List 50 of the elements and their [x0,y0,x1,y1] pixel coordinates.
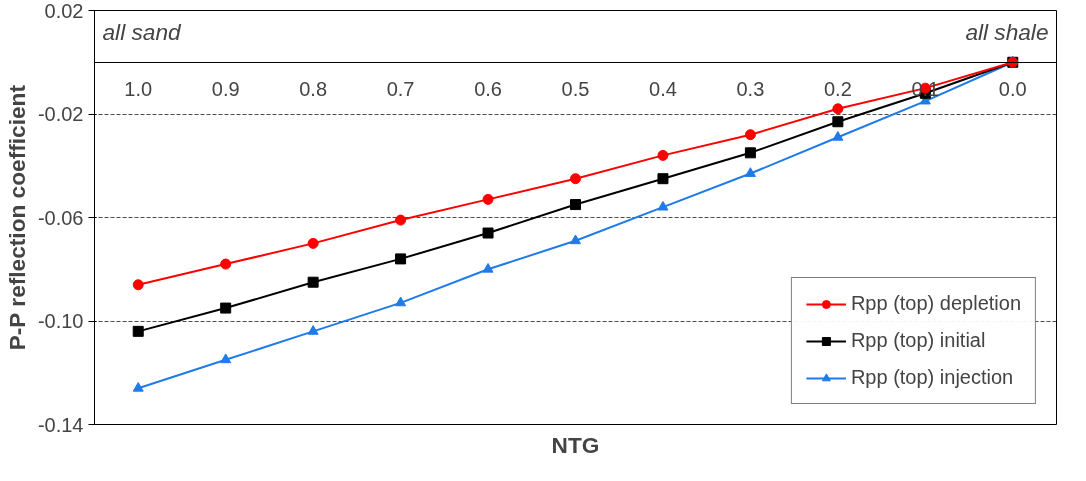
x-tick-label: 0.0 [998,78,1027,101]
y-tick-label: 0.02 [44,0,84,22]
point [395,296,407,307]
annotation: all sand [102,18,182,45]
point [832,131,844,141]
point [744,167,756,177]
point [744,129,756,141]
y-axis-title: P-P reflection coefficient [3,84,30,351]
point [482,227,494,239]
y-tick-label: -0.10 [37,310,84,332]
x-axis-title: NTG [551,431,600,458]
x-tick-label: 1.0 [124,78,153,101]
x-tick-label: 0.5 [561,78,590,101]
x-tick-label: 0.4 [649,78,677,101]
legend-label: Rpp (top) injection [850,366,1014,389]
point [482,262,494,273]
x-tick-label: 0.2 [823,78,852,101]
y-tick-label: -0.14 [37,413,84,436]
point [307,276,319,288]
legend-label: Rpp (top) depletion [850,292,1021,315]
point [220,302,232,314]
point [395,214,407,226]
point [307,325,319,335]
point [570,234,581,245]
x-tick-label: 0.1 [911,78,940,101]
y-tick-label: -0.06 [37,206,84,229]
x-tick-label: 0.7 [386,78,415,101]
point [744,147,756,159]
annotation: all shale [965,18,1049,45]
point [482,193,494,205]
point [570,173,581,185]
x-tick-label: 0.9 [211,78,240,101]
x-tick-label: 0.3 [736,78,765,101]
point [657,149,669,161]
x-tick-label: 0.8 [299,78,328,101]
point [657,173,669,185]
x-tick-label: 0.6 [474,78,502,101]
point [307,237,319,249]
point [657,200,669,211]
point [132,382,144,392]
point [832,116,844,128]
point [220,258,232,270]
y-tick-label: -0.02 [37,103,84,125]
point [395,253,407,265]
point [570,199,581,211]
legend-label: Rpp (top) initial [850,329,986,352]
point [132,325,144,337]
point [220,353,232,364]
point [132,279,144,291]
point [832,103,844,115]
